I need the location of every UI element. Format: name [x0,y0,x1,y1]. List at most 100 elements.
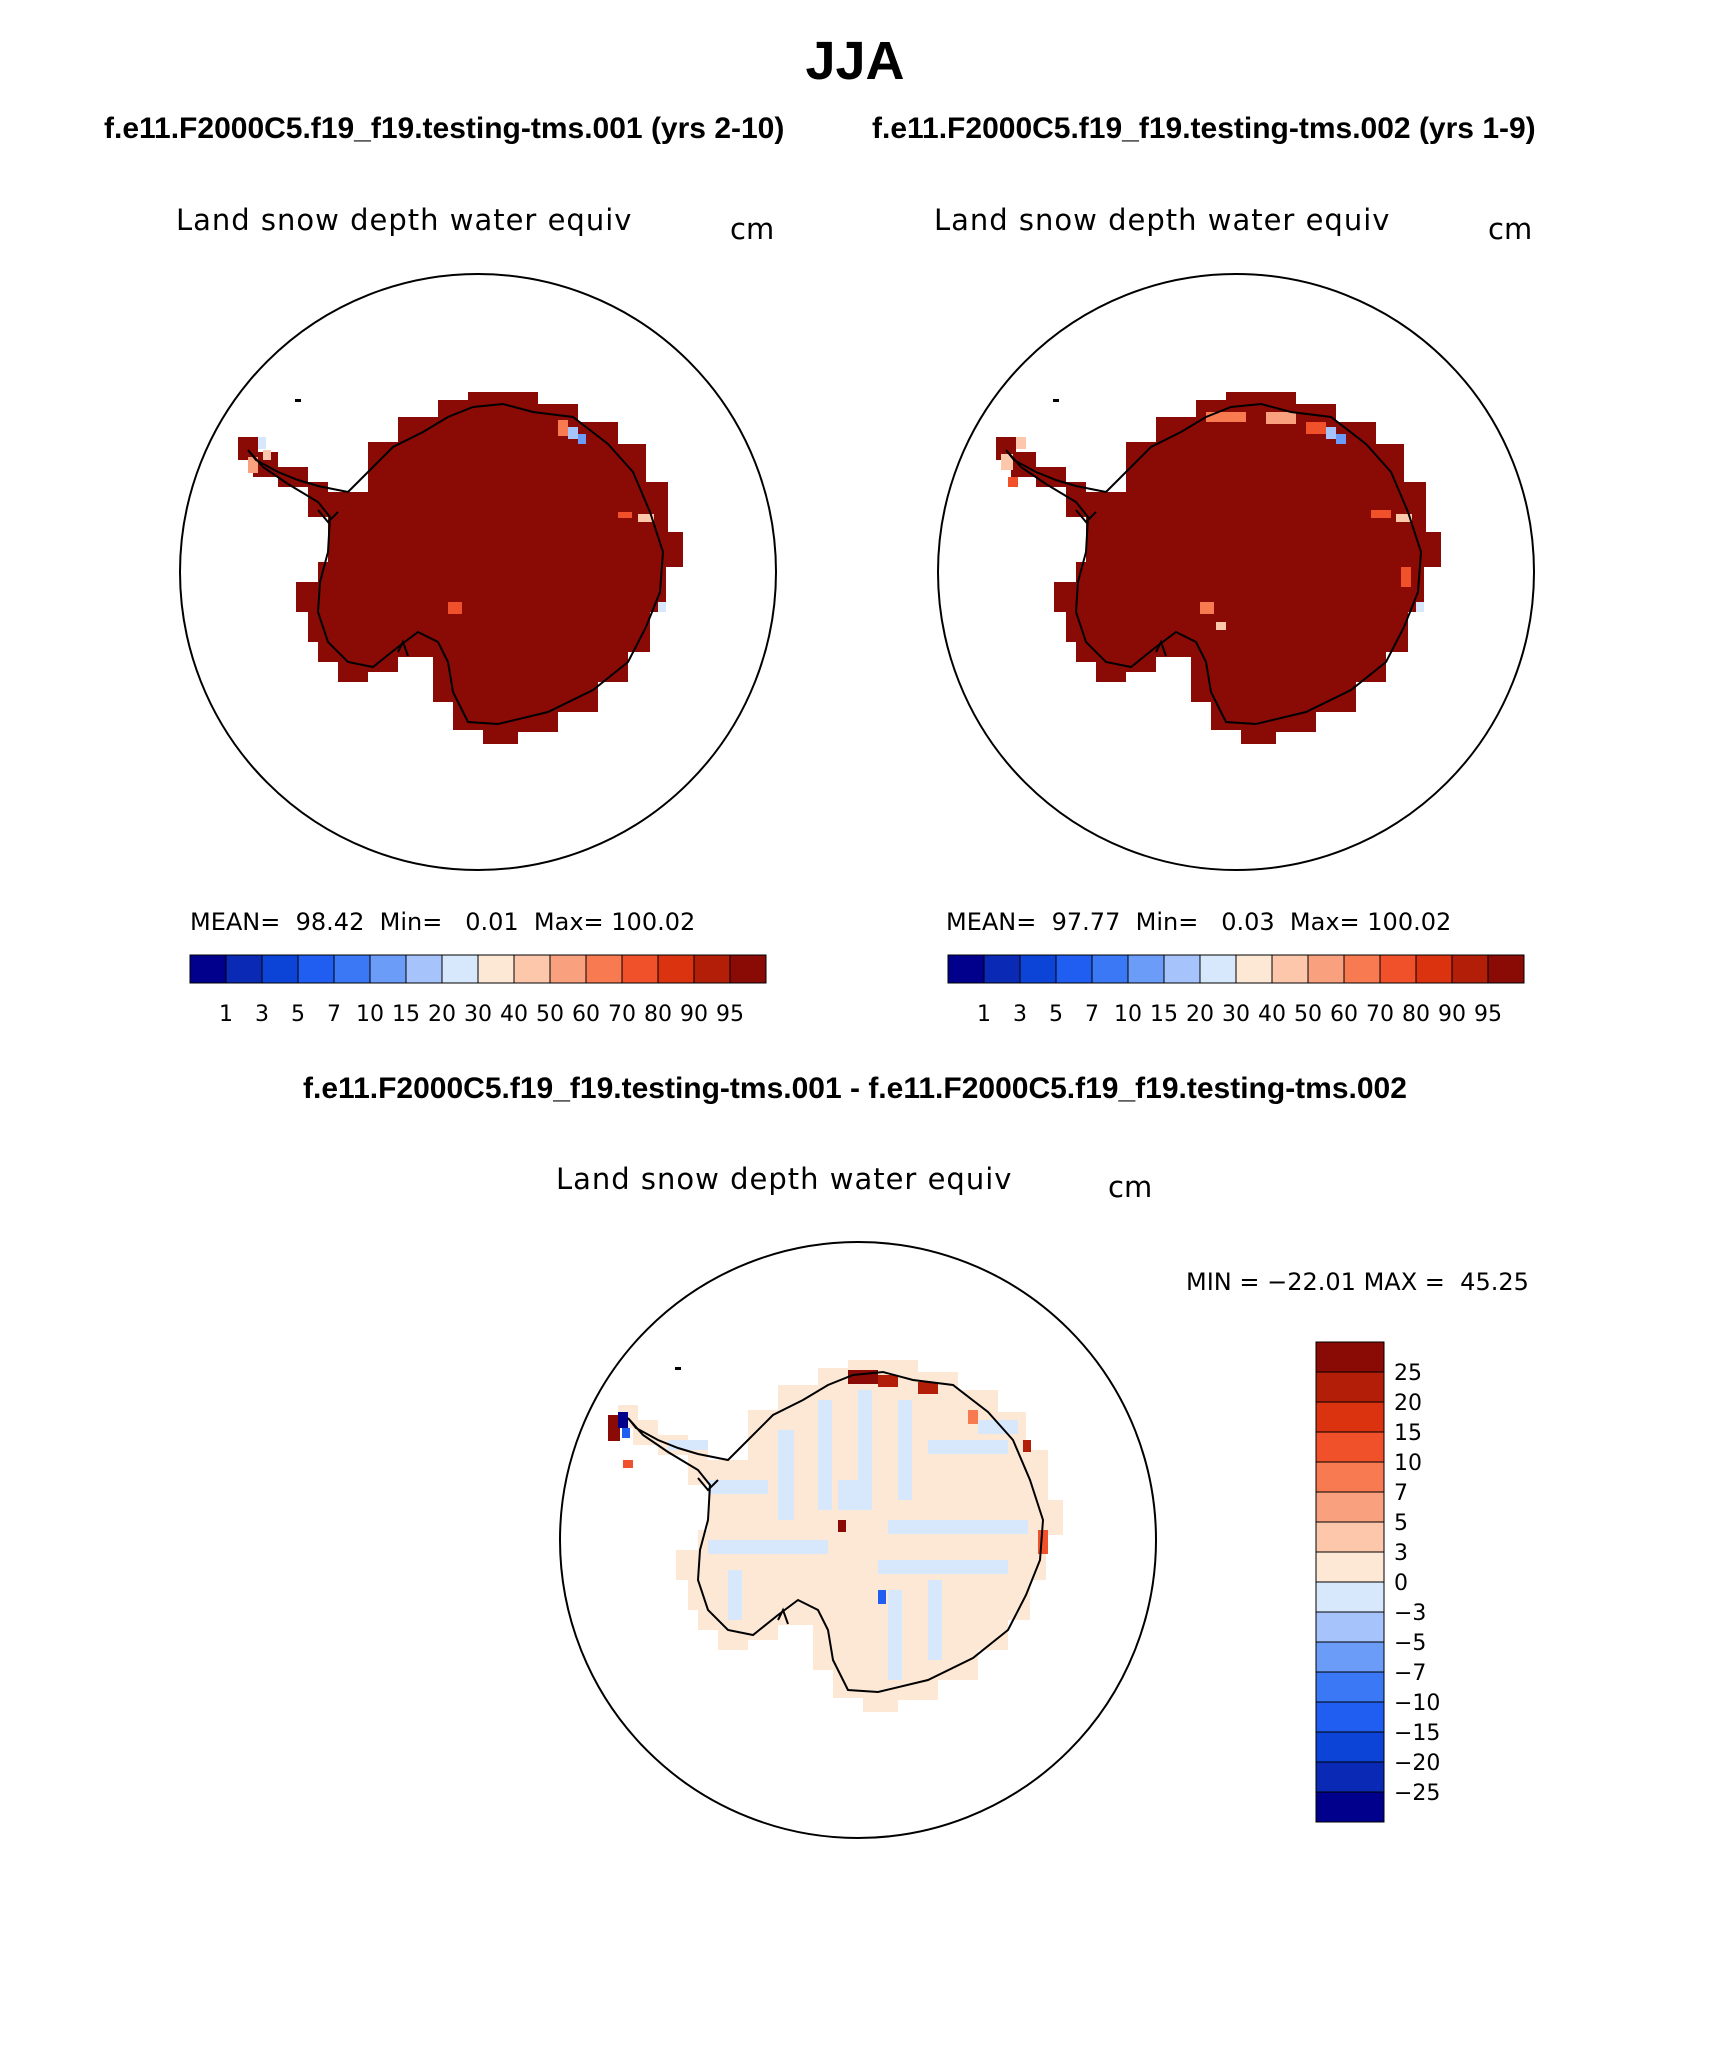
diff-colorbar-swatch [1315,1461,1385,1493]
panel2-cell [1016,437,1026,449]
panel2-colorbar-swatch [1487,954,1525,984]
panel1-cell [182,456,190,466]
panel2-mean-label: MEAN= [946,908,1037,936]
panel1-cell [248,457,258,473]
panel1-cell [180,452,194,476]
panel1-colorbar-tick-label: 80 [644,1002,672,1027]
diff-cell [878,1375,898,1387]
panel1-colorbar-swatch [621,954,659,984]
diff-cell [918,1382,938,1394]
panel1-colorbar-tick-label: 70 [608,1002,636,1027]
panel1-cell [263,450,271,460]
panel1-colorbar-swatch [693,954,731,984]
figure-title: JJA [805,31,905,91]
diff-colorbar-swatch [1315,1431,1385,1463]
diff-colorbar-tick-label: 25 [1394,1361,1422,1386]
panel1-colorbar-tick-label: 20 [428,1002,456,1027]
panel2-cell [1326,427,1336,439]
diff-map [559,1241,1157,1839]
panel2-island [1053,399,1059,402]
panel1-map-boundary [179,273,777,871]
panel1-colorbar-swatch [477,954,515,984]
panel2-colorbar-tick-label: 60 [1330,1002,1358,1027]
diff-colorbar-tick-label: −3 [1394,1601,1426,1626]
diff-cell [978,1420,1018,1434]
panel2-colorbar: 1 3 5 7 10 15 20 30 40 50 60 70 80 90 95 [947,954,1525,1027]
panel1-cell [658,602,666,612]
panel2-colorbar-swatch [1451,954,1489,984]
panel2-colorbar-swatch [1379,954,1417,984]
panel1-colorbar-tick-label: 30 [464,1002,492,1027]
panel1-colorbar-swatch [585,954,623,984]
panel2-cell [1206,412,1246,422]
diff-cell [928,1580,942,1660]
panel2-colorbar-swatch [1415,954,1453,984]
diff-colorbar-swatch [1315,1701,1385,1733]
panel1-min-value: 0.01 [465,908,519,936]
panel1-colorbar-swatch [297,954,335,984]
panel1-colorbar-swatch [189,954,227,984]
panel1-max-label: Max= [533,908,604,936]
panel1-colorbar-tick-label: 7 [327,1002,341,1027]
panel1-snow-field [238,392,683,744]
panel1-colorbar-swatch [369,954,407,984]
panel2-colorbar-tick-label: 30 [1222,1002,1250,1027]
panel1-cell [638,514,654,522]
case1-title: f.e11.F2000C5.f19_f19.testing-tms.001 (y… [104,112,785,145]
diff-cell [1038,1530,1048,1554]
panel1-island [295,399,301,402]
panel1-colorbar-tick-label: 90 [680,1002,708,1027]
panel1-colorbar-tick-label: 50 [536,1002,564,1027]
panel2-cell [1336,434,1346,444]
panel2-colorbar-swatch [1127,954,1165,984]
panel2-map [937,273,1535,871]
diff-colorbar-tick-label: −5 [1394,1631,1426,1656]
diff-colorbar-tick-label: 0 [1394,1571,1408,1596]
panel1-stats: MEAN= 98.42 Min= 0.01 Max= 100.02 [190,908,695,936]
diff-map-boundary [559,1241,1157,1839]
panel2-colorbar-swatch [1019,954,1057,984]
panel2-cell [1200,602,1214,614]
diff-variable-label: Land snow depth water equiv [556,1162,1013,1196]
panel2-colorbar-tick-label: 90 [1438,1002,1466,1027]
panel1-colorbar-tick-label: 3 [255,1002,269,1027]
panel2-colorbar-tick-label: 20 [1186,1002,1214,1027]
panel2-cell [938,452,952,476]
panel2-cell [1401,567,1411,587]
diff-cell [878,1590,886,1604]
diff-colorbar-swatch [1315,1671,1385,1703]
panel1-variable-label: Land snow depth water equiv [176,203,633,237]
panel1-colorbar-swatch [513,954,551,984]
diff-colorbar-swatch [1315,1491,1385,1523]
diff-min-value: −22.01 [1267,1268,1356,1296]
panel1-colorbar-swatch [657,954,695,984]
panel2-colorbar-tick-label: 10 [1114,1002,1142,1027]
diff-cell [888,1590,902,1680]
diff-field [618,1360,1063,1712]
panel2-variable-label: Land snow depth water equiv [934,203,1391,237]
panel2-colorbar-tick-label: 95 [1474,1002,1502,1027]
diff-cell [728,1570,742,1620]
panel1-colorbar-tick-label: 1 [219,1002,233,1027]
diff-colorbar-tick-label: 7 [1394,1481,1408,1506]
panel2-colorbar-swatch [1235,954,1273,984]
panel2-cell [1266,412,1296,424]
diff-stats: MIN = −22.01 MAX = 45.25 [1186,1268,1529,1296]
panel1-colorbar-tick-label: 60 [572,1002,600,1027]
diff-colorbar-tick-label: 5 [1394,1511,1408,1536]
diff-colorbar-swatch [1315,1521,1385,1553]
case2-title: f.e11.F2000C5.f19_f19.testing-tms.002 (y… [872,112,1536,145]
panel2-cell [1416,602,1424,612]
diff-colorbar-swatch [1315,1791,1385,1823]
panel1-cell [568,427,578,439]
panel1-colorbar-tick-label: 10 [356,1002,384,1027]
panel2-cell [1396,514,1412,522]
diff-colorbar-tick-label: −25 [1394,1781,1440,1806]
diff-cell [668,1440,708,1450]
diff-max-value: 45.25 [1460,1268,1529,1296]
diff-cell [708,1480,768,1494]
diff-cell [608,1415,620,1441]
panel1-colorbar: 1 3 5 7 10 15 20 30 40 50 60 70 80 90 95 [189,954,767,1027]
panel1-colorbar-swatch [333,954,371,984]
panel1-mean-value: 98.42 [295,908,365,936]
